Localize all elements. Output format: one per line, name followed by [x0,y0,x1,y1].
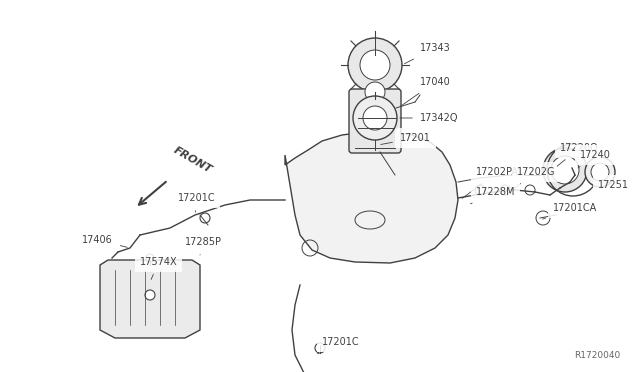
Circle shape [543,148,587,192]
Text: 17202G: 17202G [508,167,556,193]
Circle shape [536,211,550,225]
Text: 17574X: 17574X [140,257,178,279]
Text: 17202PA: 17202PA [462,167,519,198]
Circle shape [145,290,155,300]
Circle shape [363,106,387,130]
Text: R1720040: R1720040 [573,351,620,360]
Circle shape [591,163,609,181]
Circle shape [500,185,510,195]
Circle shape [360,50,390,80]
Circle shape [525,185,535,195]
Text: 17201C: 17201C [178,193,216,212]
Text: 17228M: 17228M [470,187,515,204]
Polygon shape [100,260,200,338]
Text: FRONT: FRONT [172,145,214,175]
FancyBboxPatch shape [349,89,401,153]
Circle shape [315,343,325,353]
Circle shape [353,96,397,140]
Text: 17201C: 17201C [317,337,360,354]
Text: 17406M: 17406M [0,371,1,372]
Text: 17240: 17240 [578,150,611,168]
Circle shape [348,38,402,92]
Text: 17201CA: 17201CA [543,203,597,219]
Text: 17342Q: 17342Q [400,113,458,123]
Circle shape [551,156,579,184]
Text: 17406: 17406 [82,235,127,247]
Text: 17251: 17251 [598,179,629,190]
Circle shape [146,254,154,262]
Text: 17343: 17343 [404,43,451,64]
Circle shape [475,185,485,195]
Text: 17285P: 17285P [185,237,222,255]
Polygon shape [285,132,458,263]
Text: 17201: 17201 [381,133,431,144]
Circle shape [365,82,385,102]
Circle shape [585,157,615,187]
Circle shape [200,213,210,223]
Text: 17220Q: 17220Q [557,143,598,166]
Text: 17040: 17040 [400,77,451,106]
